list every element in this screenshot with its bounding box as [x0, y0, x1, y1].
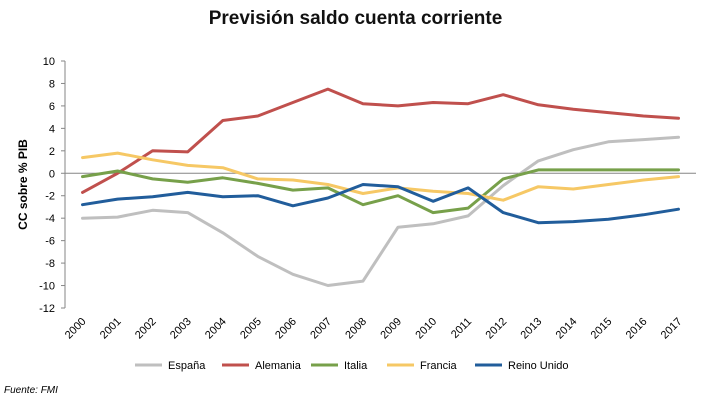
legend-label: Italia: [344, 360, 368, 372]
series-line-francia: [81, 151, 680, 202]
y-tick-label: 10: [43, 56, 55, 68]
x-tick-label: 2015: [589, 316, 615, 342]
x-tick-label: 2008: [343, 316, 369, 342]
x-tick-label: 2017: [659, 316, 685, 342]
x-tick-label: 2007: [308, 316, 334, 342]
x-tick-label: 2006: [273, 316, 299, 342]
y-tick-label: -8: [45, 258, 55, 270]
x-tick-label: 2012: [484, 316, 510, 342]
y-tick-label: 2: [49, 146, 55, 158]
x-tick-label: 2003: [168, 316, 194, 342]
y-axis-label: CC sobre % PIB: [16, 139, 30, 230]
legend-label: Francia: [420, 360, 458, 372]
y-tick-label: 8: [49, 78, 55, 90]
x-tick-label: 2001: [98, 316, 124, 342]
x-tick-label: 2002: [133, 316, 159, 342]
y-tick-label: 4: [49, 123, 55, 135]
x-tick-label: 2009: [378, 316, 404, 342]
chart-series: [81, 87, 680, 287]
x-tick-label: 2013: [519, 316, 545, 342]
source-note: Fuente: FMI: [4, 385, 58, 396]
x-tick-label: 2005: [238, 316, 264, 342]
legend-label: Alemania: [255, 360, 302, 372]
series-line-alemania: [81, 87, 680, 194]
legend-label: Reino Unido: [508, 360, 569, 372]
y-tick-label: -12: [39, 303, 55, 315]
x-tick-label: 2010: [413, 316, 439, 342]
series-line-reino-unido: [81, 183, 680, 225]
series-line-italia: [81, 168, 680, 215]
x-tick-label: 2000: [63, 316, 89, 342]
y-tick-label: -10: [39, 281, 55, 293]
y-tick-label: 0: [49, 168, 55, 180]
legend-label: España: [168, 360, 206, 372]
chart-title: Previsión saldo cuenta corriente: [208, 8, 503, 29]
y-tick-label: -6: [45, 236, 55, 248]
chart-legend: España Alemania Italia Francia Reino Unido: [135, 360, 569, 372]
y-tick-label: -2: [45, 191, 55, 203]
x-tick-label: 2016: [624, 316, 650, 342]
x-tick-label: 2014: [554, 316, 580, 342]
y-tick-label: 6: [49, 101, 55, 113]
y-tick-label: -4: [45, 213, 55, 225]
series-line-españa: [81, 135, 680, 287]
x-tick-label: 2011: [449, 316, 474, 341]
x-tick-label: 2004: [203, 316, 229, 342]
